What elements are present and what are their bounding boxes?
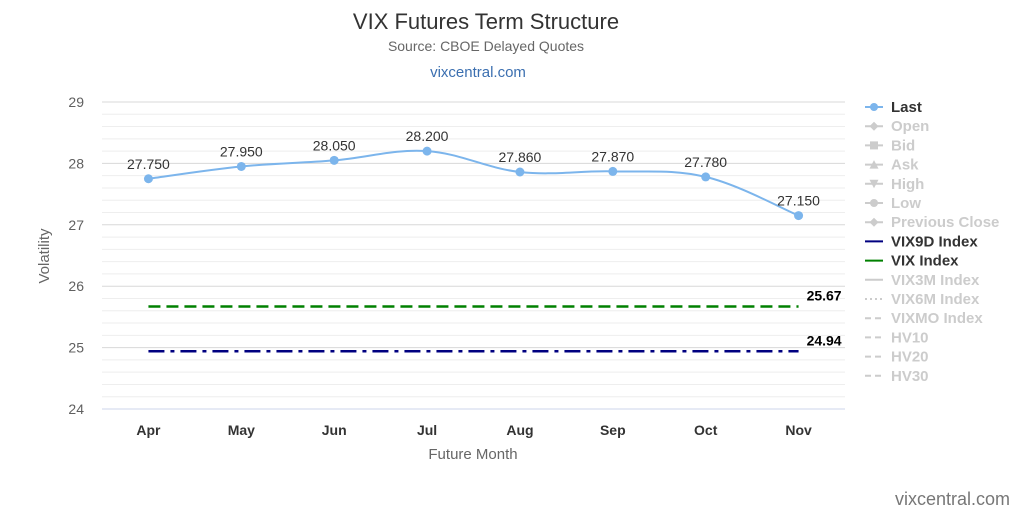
chart-title: VIX Futures Term Structure (353, 9, 619, 34)
last-point[interactable] (143, 174, 153, 184)
y-tick-label: 24 (68, 401, 84, 417)
y-axis: 24 25 26 27 28 29 (68, 94, 84, 417)
legend: Last Open Bid Ask High Low Previous Close VIX9D… (865, 99, 999, 385)
vix9d-index-label: 24.94 (807, 332, 842, 348)
legend-label: Ask (891, 157, 919, 174)
legend-label: HV20 (891, 349, 929, 366)
last-data-label: 27.870 (591, 148, 634, 164)
legend-item-hv30[interactable]: HV30 (865, 368, 929, 385)
legend-item-open[interactable]: Open (865, 118, 929, 135)
last-data-label: 27.950 (220, 143, 263, 159)
legend-label: Last (891, 99, 922, 116)
y-tick-label: 27 (68, 217, 84, 233)
legend-item-vix3m-index[interactable]: VIX3M Index (865, 272, 980, 289)
last-point[interactable] (236, 161, 246, 171)
x-axis-label: Future Month (428, 446, 517, 463)
legend-diamond-icon (869, 121, 879, 131)
y-tick-label: 29 (68, 94, 84, 110)
legend-label: HV30 (891, 368, 929, 385)
last-data-label: 27.150 (777, 193, 820, 209)
last-data-label: 28.050 (313, 137, 356, 153)
last-data-label: 27.750 (127, 156, 170, 172)
series-last: 27.750 27.950 28.050 28.200 27.860 27.870 27.7… (127, 128, 820, 221)
source-link[interactable]: vixcentral.com (430, 64, 526, 81)
x-tick-label: Jul (417, 422, 437, 438)
x-tick-label: Apr (136, 422, 161, 438)
legend-item-bid[interactable]: Bid (865, 137, 915, 154)
legend-item-vix-index[interactable]: VIX Index (865, 253, 959, 270)
last-point[interactable] (608, 166, 618, 176)
legend-item-vix6m-index[interactable]: VIX6M Index (865, 291, 980, 308)
legend-item-ask[interactable]: Ask (865, 157, 919, 174)
legend-label: Previous Close (891, 214, 999, 231)
last-point[interactable] (701, 172, 711, 182)
last-point[interactable] (515, 167, 525, 177)
legend-label: VIX9D Index (891, 233, 978, 250)
legend-item-last[interactable]: Last (865, 99, 922, 116)
reference-lines: 24.94 25.67 (148, 287, 842, 353)
legend-label: VIX6M Index (891, 291, 980, 308)
y-tick-label: 28 (68, 155, 84, 171)
chart-subtitle: Source: CBOE Delayed Quotes (388, 38, 584, 54)
legend-label: Bid (891, 137, 915, 154)
last-data-label: 27.780 (684, 154, 727, 170)
legend-square-icon (870, 141, 878, 150)
legend-item-previous-close[interactable]: Previous Close (865, 214, 999, 231)
legend-item-vixmo-index[interactable]: VIXMO Index (865, 310, 983, 327)
legend-item-hv20[interactable]: HV20 (865, 349, 929, 366)
x-tick-label: May (228, 422, 255, 438)
legend-label: Low (891, 195, 921, 212)
last-data-label: 27.860 (499, 149, 542, 165)
x-tick-label: Aug (506, 422, 533, 438)
credit-text[interactable]: vixcentral.com (895, 489, 1010, 509)
y-tick-label: 26 (68, 278, 84, 294)
legend-label: VIX Index (891, 253, 959, 270)
vix-index-label: 25.67 (807, 287, 842, 303)
last-point[interactable] (794, 211, 804, 221)
y-tick-label: 25 (68, 340, 84, 356)
legend-item-low[interactable]: Low (865, 195, 921, 212)
legend-label: VIXMO Index (891, 310, 983, 327)
legend-label: High (891, 176, 924, 193)
x-tick-label: Oct (694, 422, 718, 438)
legend-diamond-icon (869, 217, 879, 227)
legend-item-high[interactable]: High (865, 176, 924, 193)
x-tick-label: Jun (322, 422, 347, 438)
legend-item-hv10[interactable]: HV10 (865, 329, 929, 346)
last-data-label: 28.200 (406, 128, 449, 144)
y-axis-label: Volatility (36, 228, 53, 284)
x-tick-label: Sep (600, 422, 626, 438)
last-point[interactable] (329, 155, 339, 165)
legend-triangle-down-icon (869, 179, 879, 189)
legend-circle-icon (870, 103, 878, 111)
grid (102, 101, 845, 410)
legend-triangle-icon (869, 160, 879, 169)
legend-circle-icon (870, 199, 878, 207)
legend-label: Open (891, 118, 929, 135)
x-axis: Apr May Jun Jul Aug Sep Oct Nov (102, 408, 845, 438)
legend-label: VIX3M Index (891, 272, 980, 289)
x-tick-label: Nov (785, 422, 812, 438)
legend-item-vix9d-index[interactable]: VIX9D Index (865, 233, 978, 250)
last-point[interactable] (422, 146, 432, 156)
legend-label: HV10 (891, 329, 929, 346)
